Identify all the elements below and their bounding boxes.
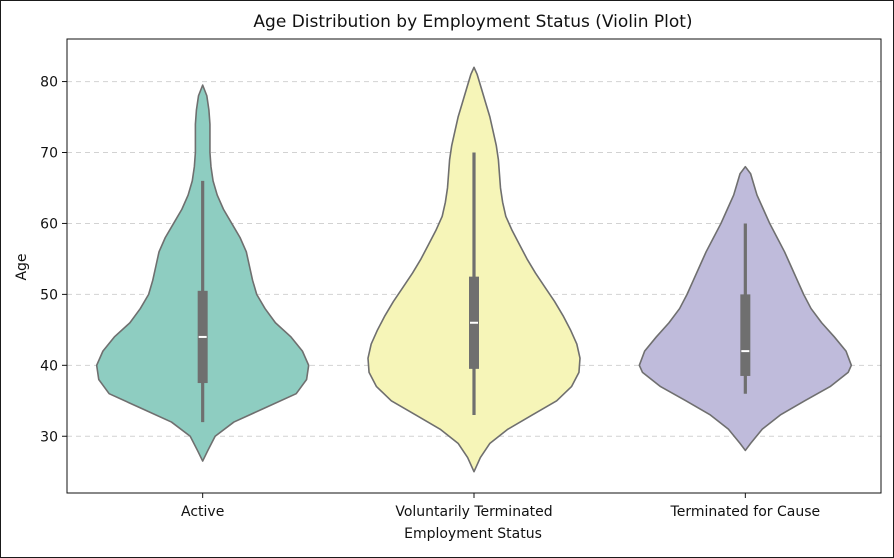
axis-layer: 30 40 50 60 70 80 Active Voluntarily Terminated… (40, 38, 882, 520)
y-tick-label: 30 (40, 429, 58, 445)
violin-iqr-box-3 (740, 294, 751, 376)
y-tick-label: 60 (40, 216, 58, 232)
x-tick-label: Active (181, 504, 224, 520)
plot-frame (66, 38, 882, 494)
violin-layer (95, 66, 853, 473)
x-axis-label: Employment Status (404, 526, 542, 542)
y-tick-label: 50 (40, 287, 58, 303)
chart-title: Age Distribution by Employment Status (V… (253, 12, 692, 32)
x-tick-label: Voluntarily Terminated (395, 504, 552, 520)
y-tick-label: 80 (40, 75, 58, 91)
y-axis-label: Age (14, 253, 30, 280)
y-tick-label: 70 (40, 146, 58, 162)
x-tick-label: Terminated for Cause (670, 504, 821, 520)
y-tick-label: 40 (40, 358, 58, 374)
